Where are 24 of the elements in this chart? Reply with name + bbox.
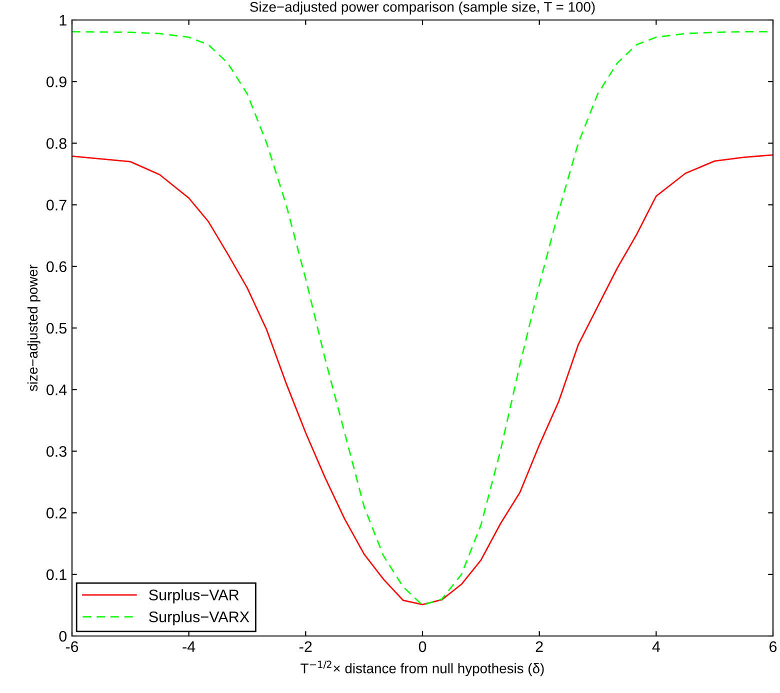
x-tick-label: 6 — [770, 641, 777, 652]
y-axis-title: size−adjusted power — [27, 264, 40, 392]
x-axis-title: T$^{−1/2}$× distance from null hypothesis (δ) — [300, 660, 544, 676]
line-series — [72, 154, 773, 606]
y-tick-label: 0 — [59, 630, 67, 642]
legend-label: Surplus−VAR — [149, 589, 239, 604]
y-tick-label: 0.8 — [46, 138, 66, 149]
y-tick-label: 0.6 — [46, 261, 66, 272]
y-tick-label: 0.5 — [46, 322, 66, 334]
x-tick-label: 0 — [418, 641, 426, 652]
y-tick-label: 0.3 — [46, 446, 66, 457]
x-tick-label: -6 — [66, 641, 78, 652]
x-tick-label: -4 — [182, 641, 196, 652]
y-tick-label: 0.1 — [46, 569, 66, 580]
chart-title: Size−adjusted power comparison (sample size, T = 100) — [250, 2, 595, 15]
legend-label: Surplus−VARX — [149, 611, 250, 626]
x-tick-label: 4 — [652, 641, 660, 652]
y-tick-label: 0.2 — [46, 508, 66, 518]
y-tick-label: 0.9 — [46, 76, 66, 88]
y-tick-label: 0.4 — [46, 384, 67, 396]
y-tick-label: 0.7 — [46, 200, 66, 210]
x-tick-label: 2 — [536, 641, 543, 652]
y-tick-label: 1 — [60, 15, 66, 26]
x-tick-label: -2 — [300, 641, 312, 652]
